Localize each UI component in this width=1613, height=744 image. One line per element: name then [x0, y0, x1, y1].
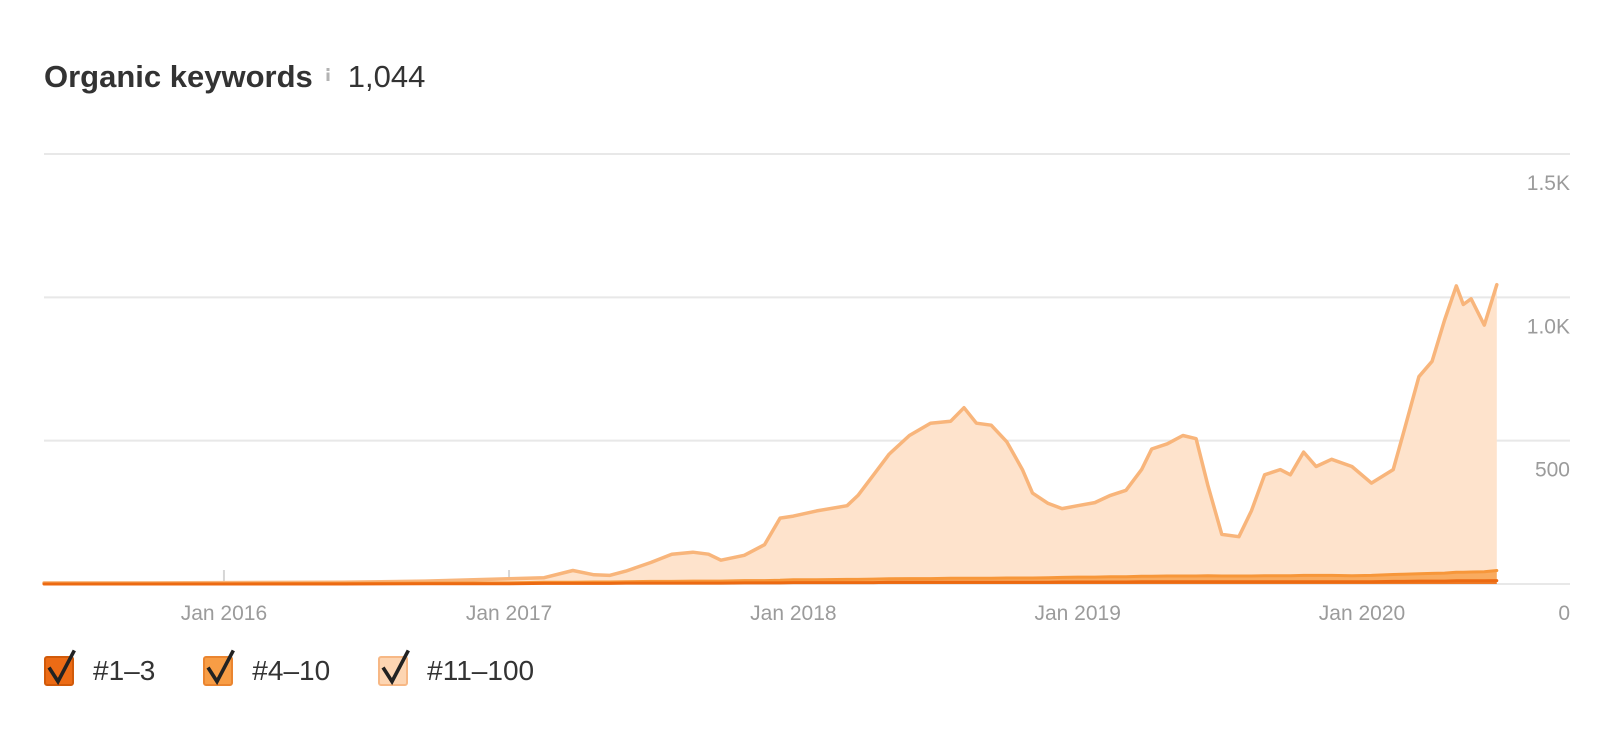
x-tick-label: Jan 2020: [1319, 602, 1405, 625]
widget-title: Organic keywords: [44, 59, 313, 94]
organic-keywords-total: 1,044: [347, 59, 426, 94]
checkmark-icon: [381, 649, 411, 686]
series-line-1-3: [42, 579, 1499, 586]
y-tick-label: 1.0K: [1527, 315, 1570, 338]
legend-checkbox-1-3[interactable]: [44, 649, 76, 686]
x-tick-label: Jan 2019: [1034, 602, 1120, 625]
x-tick-label: Jan 2018: [750, 602, 836, 625]
legend-item-4-10[interactable]: #4–10: [203, 649, 331, 689]
legend-checkbox-4-10[interactable]: [203, 649, 236, 686]
series-area-11-100: [44, 284, 1497, 584]
series-line-4-10: [42, 569, 1499, 586]
chart-legend: #1–3 #4–10 #11–100: [44, 649, 582, 689]
series-lines: [42, 282, 1499, 586]
y-tick-label: 0: [1558, 602, 1570, 625]
y-axis-labels: 0 500 1.0K 1.5K: [1527, 172, 1570, 625]
y-tick-label: 500: [1535, 459, 1570, 482]
y-tick-label: 1.5K: [1527, 172, 1570, 195]
checkmark-icon: [47, 649, 76, 686]
series-line-11-100: [42, 282, 1499, 585]
checkmark-icon: [206, 649, 236, 686]
widget-header: Organic keywords 1,044: [44, 59, 425, 95]
info-icon-glyph: [326, 68, 330, 81]
x-axis-labels: Jan 2016 Jan 2017 Jan 2018 Jan 2019 Jan 2020: [181, 602, 1405, 625]
legend-label-11-100: #11–100: [427, 655, 535, 686]
series-areas: [44, 284, 1497, 584]
legend-item-1-3[interactable]: #1–3: [44, 649, 156, 689]
legend-label-4-10: #4–10: [252, 655, 331, 686]
legend-checkbox-11-100[interactable]: [378, 649, 411, 686]
x-tick-label: Jan 2017: [466, 602, 552, 625]
legend-label-1-3: #1–3: [93, 655, 156, 686]
legend-item-11-100[interactable]: #11–100: [378, 649, 535, 689]
x-tick-label: Jan 2016: [181, 602, 267, 625]
info-icon[interactable]: [325, 68, 331, 81]
